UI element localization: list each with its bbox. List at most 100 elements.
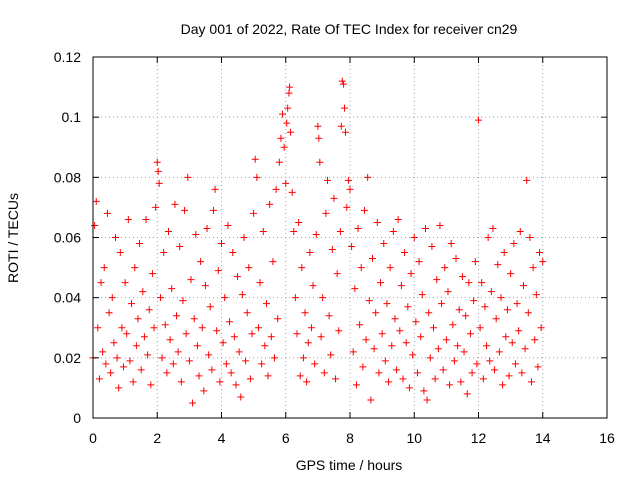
data-point: [462, 312, 470, 320]
data-point: [203, 224, 211, 232]
data-point: [169, 360, 177, 368]
data-point: [92, 197, 100, 205]
data-point: [314, 122, 322, 130]
data-point: [420, 387, 428, 395]
data-point: [534, 363, 542, 371]
data-point: [290, 227, 298, 235]
data-point: [216, 378, 224, 386]
data-point: [211, 185, 219, 193]
data-point: [357, 264, 365, 272]
data-point: [344, 176, 352, 184]
data-point: [287, 128, 295, 136]
data-point: [195, 372, 203, 380]
data-point: [421, 224, 429, 232]
data-point: [346, 185, 354, 193]
data-point: [246, 375, 254, 383]
data-point: [185, 357, 193, 365]
data-point: [316, 158, 324, 166]
data-point: [174, 348, 182, 356]
data-point: [475, 116, 482, 124]
data-point: [505, 372, 513, 380]
x-tick-label: 6: [282, 430, 290, 446]
data-point: [495, 348, 503, 356]
data-point: [111, 234, 119, 241]
data-point: [299, 354, 307, 362]
data-point: [258, 360, 266, 368]
x-tick-label: 8: [346, 430, 354, 446]
data-point: [283, 119, 291, 127]
data-point: [531, 336, 539, 344]
data-point: [197, 258, 205, 266]
data-point: [370, 345, 378, 353]
data-point: [182, 330, 190, 338]
x-tick-label: 14: [535, 430, 551, 446]
data-point: [262, 300, 270, 308]
data-point: [319, 294, 327, 302]
data-point: [393, 366, 401, 374]
data-point: [253, 173, 261, 181]
data-point: [198, 324, 206, 332]
x-tick-label: 16: [599, 430, 615, 446]
data-point: [219, 339, 227, 347]
data-point: [306, 249, 314, 257]
data-point: [444, 288, 452, 296]
data-point: [332, 375, 340, 383]
data-point: [450, 357, 458, 365]
data-point: [481, 303, 489, 311]
y-tick-label: 0.08: [54, 169, 81, 185]
y-tick-label: 0.1: [62, 109, 82, 125]
data-point: [503, 306, 511, 314]
data-point: [373, 218, 381, 226]
data-point: [394, 215, 402, 223]
data-point: [539, 258, 547, 266]
data-point: [412, 318, 420, 326]
chart-title: Day 001 of 2022, Rate Of TEC Index for r…: [181, 21, 518, 37]
data-point: [214, 267, 222, 275]
data-point: [227, 369, 235, 377]
data-point: [529, 264, 537, 272]
data-point: [148, 270, 156, 278]
data-point: [368, 255, 376, 263]
data-point: [232, 381, 240, 389]
data-point: [336, 227, 344, 235]
data-point: [284, 104, 292, 112]
data-point: [200, 387, 208, 395]
data-point: [460, 348, 468, 356]
data-point: [380, 240, 388, 248]
data-point: [510, 240, 518, 248]
data-point: [118, 324, 126, 332]
data-point: [325, 312, 333, 320]
data-point: [478, 279, 486, 287]
data-point: [97, 279, 105, 287]
data-point: [536, 249, 544, 257]
data-point: [144, 351, 152, 359]
data-point: [129, 378, 137, 386]
data-point: [487, 288, 495, 296]
data-point: [132, 342, 140, 350]
data-point: [479, 375, 487, 383]
data-point: [285, 89, 293, 97]
data-point: [274, 315, 282, 323]
data-point: [468, 369, 476, 377]
data-point: [386, 264, 394, 272]
data-point: [295, 218, 303, 226]
data-point: [447, 240, 455, 248]
data-point: [426, 354, 434, 362]
data-point: [396, 327, 404, 335]
data-point: [142, 215, 150, 223]
data-point: [438, 300, 446, 308]
data-point: [489, 224, 497, 232]
data-point: [417, 333, 425, 341]
data-point: [140, 333, 148, 341]
data-point: [115, 384, 123, 392]
data-point: [120, 363, 128, 371]
y-tick-label: 0.04: [54, 290, 81, 306]
data-point: [375, 369, 383, 377]
x-tick-label: 2: [153, 430, 161, 446]
data-point: [298, 264, 306, 272]
data-point: [528, 378, 536, 386]
data-point: [454, 342, 462, 350]
data-point: [399, 375, 407, 383]
data-point: [136, 240, 144, 248]
data-point: [418, 291, 426, 299]
